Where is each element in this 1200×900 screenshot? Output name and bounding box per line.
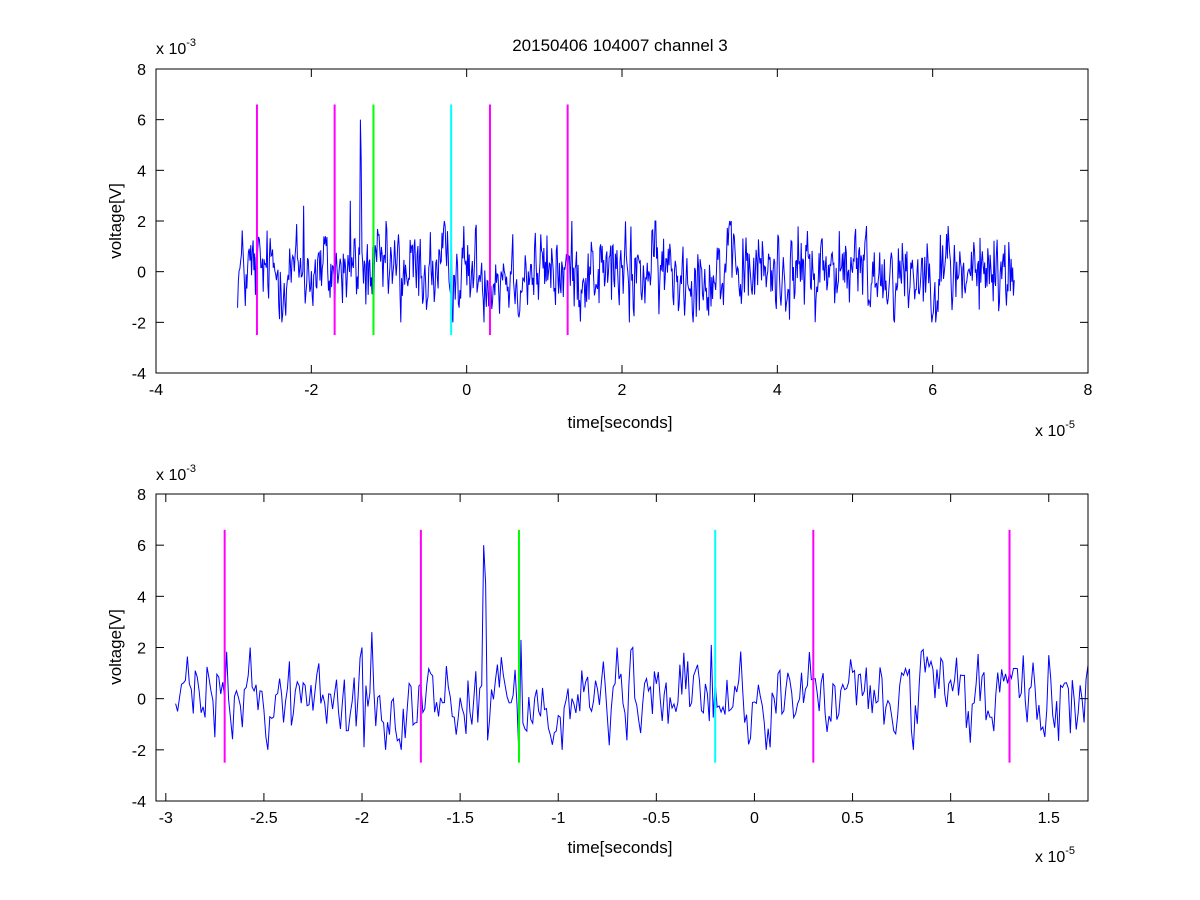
svg-text:x 10-3: x 10-3	[156, 37, 196, 58]
top-y-tick-label: 6	[137, 113, 146, 130]
top-signal-layer	[237, 119, 1015, 328]
bottom-y-tick-label: 2	[137, 641, 146, 658]
top-tick-layer: -4 -2 0 2 4 6 8 -4 -2 0 2 4 6 8	[132, 62, 1093, 399]
bottom-y-tick-label: 6	[137, 538, 146, 555]
bottom-x-tick-label: 1	[946, 810, 955, 827]
top-y-tick-label: 2	[137, 214, 146, 231]
bottom-plot: -3 -2.5 -2 -1.5 -1 -0.5 0 0.5 1 1.5 -4 -2 0 2 4 6 8 time…	[106, 463, 1089, 866]
top-y-tick-label: 0	[137, 265, 146, 282]
bottom-x-tick-label: -1	[551, 810, 565, 827]
bottom-x-tick-label: -2	[355, 810, 369, 827]
top-y-tick-label: -4	[132, 366, 146, 383]
top-y-multiplier: x 10-3	[156, 37, 196, 58]
bottom-y-multiplier: x 10-3	[156, 463, 196, 484]
bottom-x-tick-label: 1.5	[1038, 810, 1060, 827]
top-y-tick-label: 8	[137, 62, 146, 79]
bottom-y-tick-label: -2	[132, 743, 146, 760]
bottom-y-tick-label: 8	[137, 487, 146, 504]
top-x-tick-label: -2	[304, 382, 318, 399]
bottom-y-axis-label: voltage[V]	[106, 609, 125, 685]
top-x-axis-label: time[seconds]	[568, 413, 673, 432]
bottom-marker-layer	[223, 529, 1011, 763]
top-x-multiplier: x 10-5	[1035, 419, 1075, 440]
top-x-tick-label: 4	[773, 382, 782, 399]
top-y-tick-label: -2	[132, 315, 146, 332]
top-marker-layer	[255, 104, 569, 335]
top-plot: -4 -2 0 2 4 6 8 -4 -2 0 2 4 6 8 time[seconds] voltage…	[106, 37, 1093, 440]
bottom-y-tick-label: -4	[132, 794, 146, 811]
bottom-x-tick-label: -1.5	[446, 810, 474, 827]
svg-text:x 10-5: x 10-5	[1035, 419, 1075, 440]
bottom-x-tick-label: -2.5	[250, 810, 278, 827]
bottom-x-tick-label: 0	[750, 810, 759, 827]
top-signal-trace	[237, 119, 1015, 328]
bottom-tick-layer: -3 -2.5 -2 -1.5 -1 -0.5 0 0.5 1 1.5 -4 -2 0 2 4 6 8	[132, 487, 1088, 827]
bottom-signal-layer	[175, 545, 1089, 758]
top-x-tick-label: 2	[618, 382, 627, 399]
figure-title: 20150406 104007 channel 3	[512, 36, 728, 55]
top-y-axis-label: voltage[V]	[106, 183, 125, 259]
svg-text:x 10-5: x 10-5	[1035, 845, 1075, 866]
top-x-tick-label: 6	[928, 382, 937, 399]
bottom-x-tick-label: -0.5	[643, 810, 671, 827]
top-x-tick-label: 0	[462, 382, 471, 399]
top-x-tick-label: -4	[149, 382, 163, 399]
bottom-x-multiplier: x 10-5	[1035, 845, 1075, 866]
bottom-x-tick-label: -3	[159, 810, 173, 827]
top-y-tick-label: 4	[137, 163, 146, 180]
top-x-tick-label: 8	[1084, 382, 1093, 399]
bottom-x-axis-label: time[seconds]	[568, 838, 673, 857]
bottom-y-tick-label: 0	[137, 692, 146, 709]
bottom-signal-trace	[175, 545, 1089, 758]
bottom-y-tick-label: 4	[137, 589, 146, 606]
bottom-x-tick-label: 0.5	[841, 810, 863, 827]
svg-text:x 10-3: x 10-3	[156, 463, 196, 484]
